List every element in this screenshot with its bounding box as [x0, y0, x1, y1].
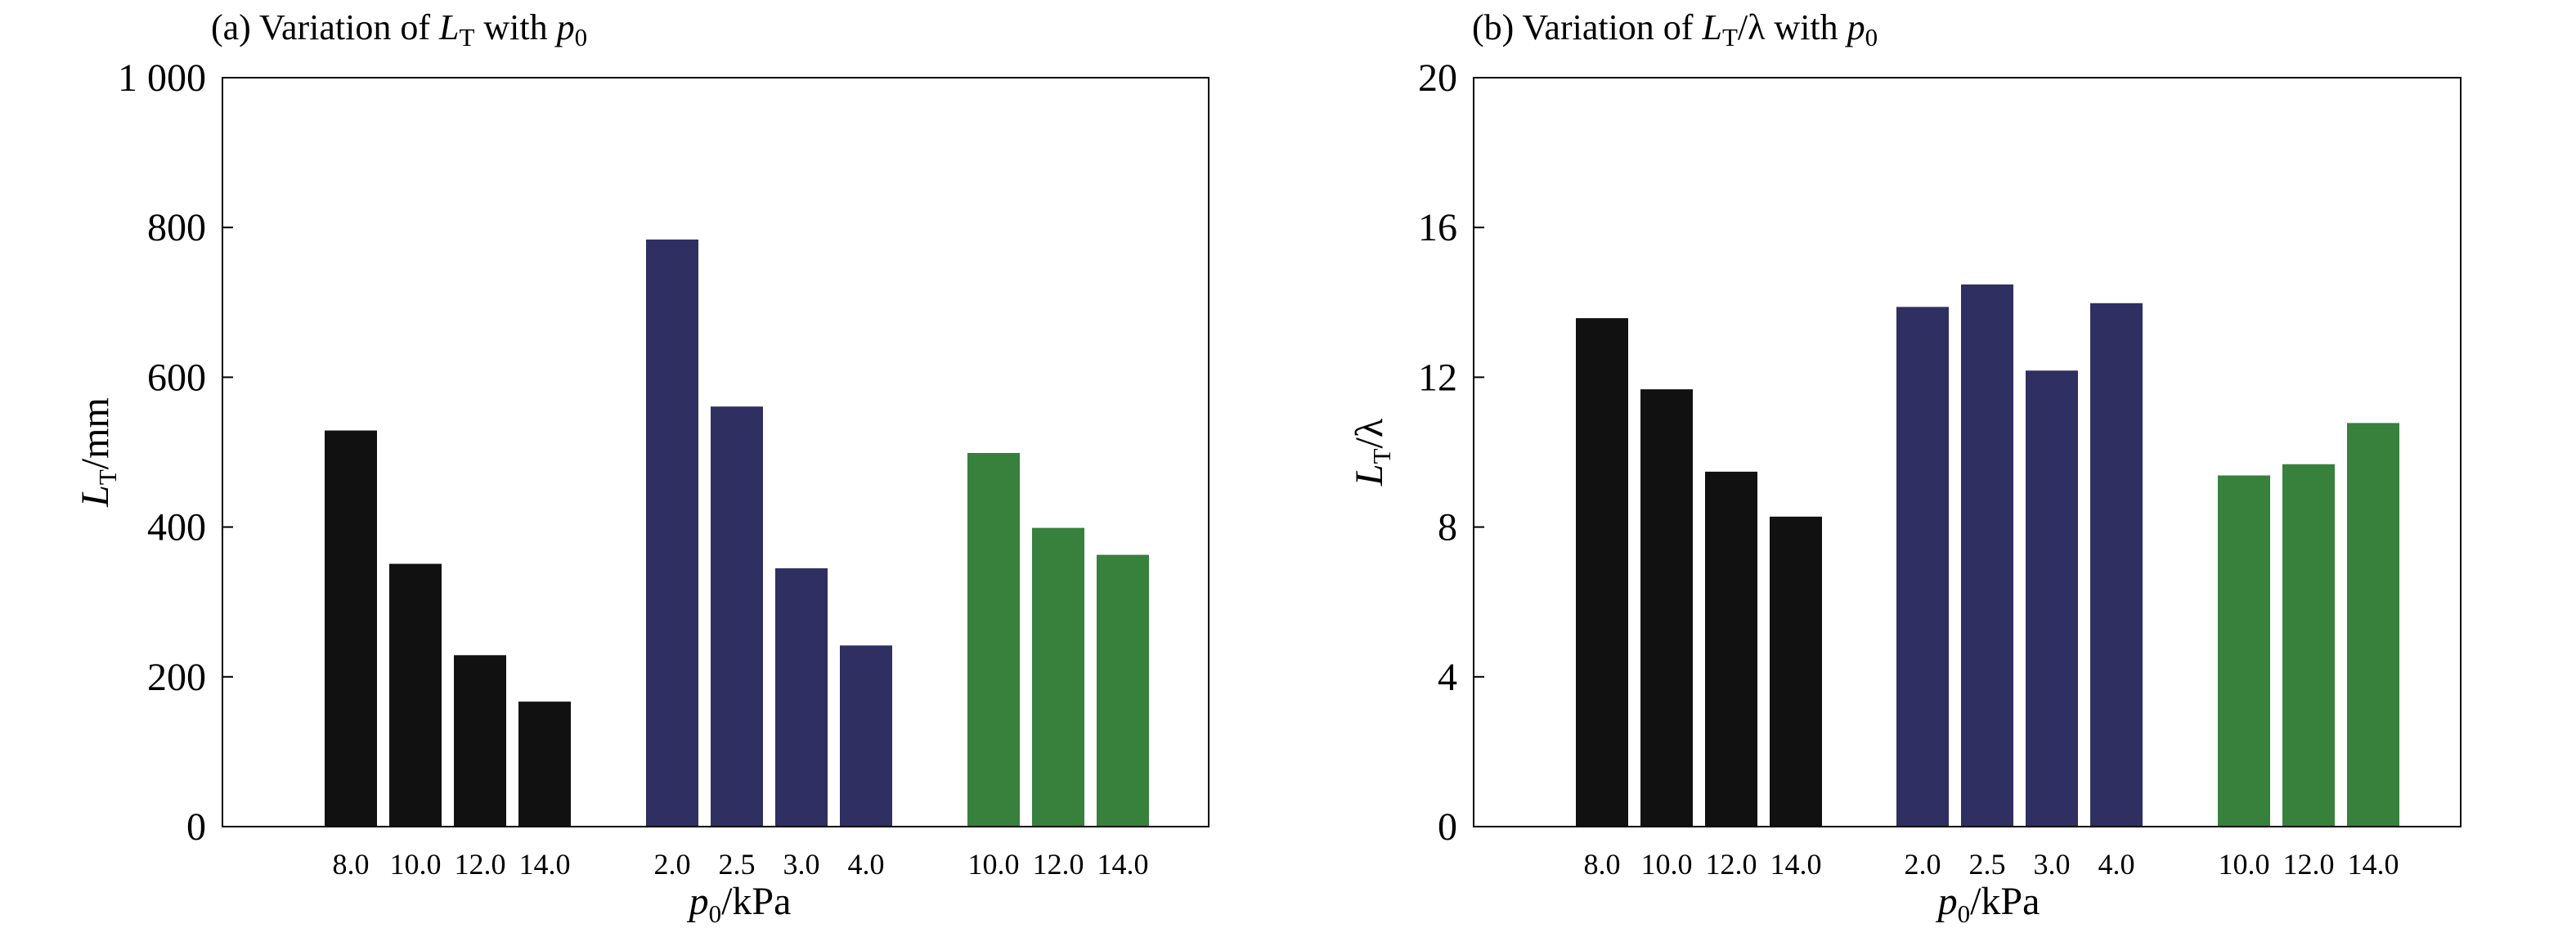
y-tick-label: 12 [1418, 356, 1457, 399]
bar [1639, 388, 1694, 827]
x-tick-label: 2.0 [654, 848, 691, 881]
y-tick-label: 0 [186, 805, 206, 849]
bar [2024, 369, 2080, 827]
chart-title: (a) Variation of LT with p0 [211, 7, 587, 52]
bar [2216, 473, 2272, 827]
y-tick-label: 800 [147, 206, 206, 249]
bar [1768, 514, 1824, 827]
x-axis-label: p0/kPa [687, 880, 792, 928]
bar [452, 653, 508, 827]
x-tick-label: 14.0 [1097, 848, 1149, 881]
bar [774, 567, 829, 828]
x-tick-label: 12.0 [1706, 848, 1757, 881]
y-tick-label: 8 [1438, 506, 1457, 549]
y-tick-label: 1 000 [118, 56, 206, 100]
y-tick-label: 0 [1438, 805, 1457, 849]
plot-frame [1473, 77, 2462, 827]
bar [1703, 469, 1759, 828]
x-tick-label: 10.0 [390, 848, 442, 881]
bar [2089, 301, 2144, 827]
y-tick-label: 400 [147, 506, 206, 549]
plot-frame [222, 77, 1209, 827]
x-tick-label: 2.5 [719, 848, 756, 881]
bar [1959, 282, 2015, 827]
bar [709, 405, 765, 827]
x-tick-label: 8.0 [333, 848, 370, 881]
x-tick-label: 12.0 [1033, 848, 1084, 881]
x-tick-label: 12.0 [455, 848, 506, 881]
bar [966, 451, 1021, 827]
y-tick-label: 200 [147, 656, 206, 699]
x-tick-label: 4.0 [848, 848, 885, 881]
bar [323, 428, 379, 828]
bar [1030, 526, 1086, 827]
x-tick-label: 14.0 [519, 848, 571, 881]
y-tick-label: 20 [1418, 56, 1457, 100]
x-tick-label: 14.0 [1770, 848, 1822, 881]
x-tick-label: 10.0 [968, 848, 1020, 881]
x-tick-label: 3.0 [783, 848, 820, 881]
bar [388, 562, 443, 827]
bar [2345, 421, 2401, 827]
bar [1574, 316, 1630, 827]
bar [644, 237, 700, 827]
x-tick-label: 10.0 [2219, 848, 2270, 881]
y-tick-label: 16 [1418, 206, 1457, 249]
y-tick-label: 600 [147, 356, 206, 399]
chart-title: (b) Variation of LT/λ with p0 [1472, 7, 1878, 52]
x-tick-label: 12.0 [2283, 848, 2335, 881]
y-tick-label: 4 [1438, 656, 1457, 699]
chart-panel-a: (a) Variation of LT with p0 8.0 10.0 12.0 14… [74, 7, 1209, 928]
x-axis-label: p0/kPa [1936, 880, 2040, 928]
x-tick-label: 2.0 [1905, 848, 1941, 881]
bar [2281, 462, 2336, 827]
x-tick-label: 2.5 [1969, 848, 2006, 881]
bar [838, 643, 894, 827]
chart-panel-b: (b) Variation of LT/λ with p0 8.0 10.0 12.0… [1348, 7, 2462, 928]
bar [1095, 553, 1151, 827]
x-tick-label: 3.0 [2034, 848, 2071, 881]
x-tick-label: 10.0 [1641, 848, 1693, 881]
x-tick-label: 14.0 [2348, 848, 2399, 881]
bar [517, 700, 572, 827]
bar [1895, 305, 1950, 827]
y-axis-label: LT/λ [1348, 418, 1396, 486]
y-axis-label: LT/mm [74, 397, 122, 508]
x-tick-label: 8.0 [1584, 848, 1621, 881]
x-tick-label: 4.0 [2098, 848, 2135, 881]
